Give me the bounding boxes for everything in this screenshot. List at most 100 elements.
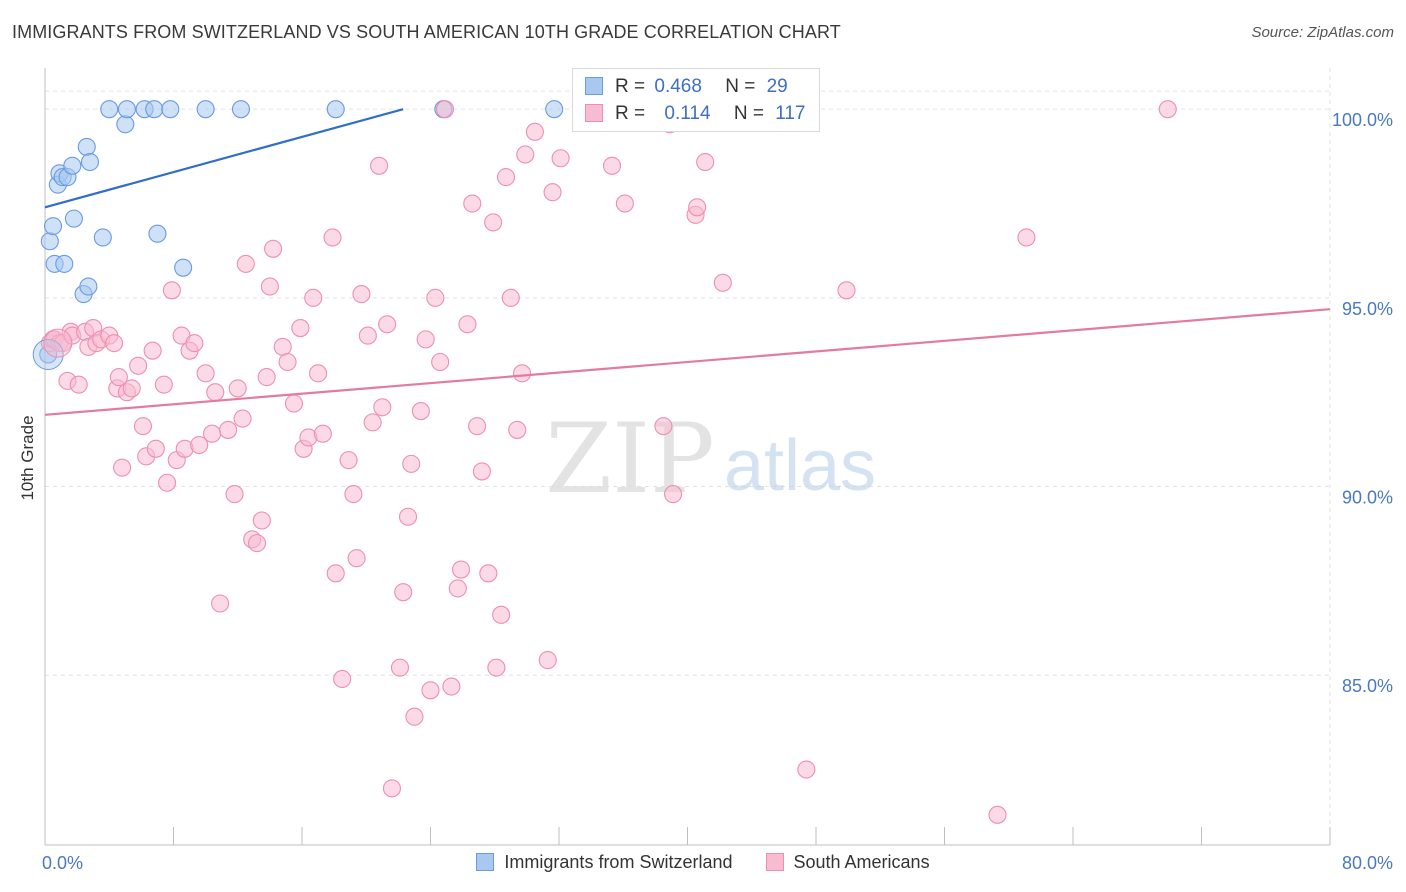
point-south-americans <box>211 594 230 613</box>
point-south-americans <box>615 194 634 213</box>
point-south-americans <box>206 383 225 402</box>
legend-r-value: 0.468 <box>654 76 702 97</box>
point-south-americans <box>463 194 482 213</box>
point-south-americans <box>344 485 363 504</box>
point-south-americans <box>313 424 332 443</box>
point-south-americans <box>122 379 141 398</box>
data-points <box>32 100 1177 824</box>
point-south-americans <box>1158 100 1177 119</box>
legend-n-label: N = <box>733 103 764 124</box>
legend-r-label: R = <box>615 76 646 97</box>
point-south-americans <box>333 669 352 689</box>
legend-n-label: N = <box>725 76 756 97</box>
point-south-americans <box>837 281 856 300</box>
point-south-americans <box>162 281 181 300</box>
legend-item-south-americans[interactable]: South Americans <box>765 852 930 873</box>
source-label: Source: ZipAtlas.com <box>1251 24 1394 41</box>
point-south-americans <box>426 288 445 307</box>
legend-n-value: 117 <box>775 103 806 124</box>
trend-line-switzerland <box>44 108 404 209</box>
point-switzerland <box>64 209 83 228</box>
point-south-americans <box>352 285 371 304</box>
x-tick-labels: 0.0% 80.0% <box>42 853 1393 873</box>
point-south-americans <box>236 254 255 273</box>
watermark-atlas: atlas <box>724 426 876 506</box>
x-tick-label-max: 80.0% <box>1342 853 1393 873</box>
point-south-americans <box>143 341 162 360</box>
point-south-americans <box>252 511 271 530</box>
point-south-americans <box>508 420 527 439</box>
point-south-americans <box>363 413 382 432</box>
point-south-americans <box>451 560 471 579</box>
point-south-americans <box>158 473 177 492</box>
point-south-americans <box>105 334 124 353</box>
point-south-americans <box>370 156 389 175</box>
point-south-americans <box>219 420 238 439</box>
point-south-americans <box>654 417 673 436</box>
y-tick-label: 95.0% <box>1342 299 1393 319</box>
point-south-americans <box>525 122 544 141</box>
point-south-americans <box>405 707 424 726</box>
series-legend: Immigrants from Switzerland South Americ… <box>0 852 1406 873</box>
point-south-americans <box>378 315 397 334</box>
point-south-americans <box>278 352 297 372</box>
point-south-americans <box>513 364 532 383</box>
point-south-americans <box>154 375 173 394</box>
point-south-americans <box>551 149 570 168</box>
point-switzerland <box>161 100 180 119</box>
point-south-americans <box>358 326 377 345</box>
point-south-americans <box>797 760 816 779</box>
x-tick-label-min: 0.0% <box>42 853 83 873</box>
point-south-americans <box>203 424 222 443</box>
point-switzerland <box>174 258 193 277</box>
point-south-americans <box>323 228 342 247</box>
y-axis-label: 10th Grade <box>18 415 37 500</box>
y-tick-label: 100.0% <box>1332 110 1393 130</box>
point-south-americans <box>696 152 715 172</box>
point-switzerland <box>40 232 59 251</box>
point-south-americans <box>339 451 358 470</box>
point-south-americans <box>69 375 88 394</box>
point-switzerland <box>80 152 100 172</box>
point-south-americans <box>492 605 511 624</box>
point-switzerland <box>79 277 98 296</box>
point-south-americans <box>543 183 562 202</box>
point-switzerland <box>55 254 74 273</box>
point-south-americans <box>458 315 477 334</box>
legend-r-value: 0.114 <box>664 103 711 124</box>
trend-lines <box>44 108 1331 416</box>
point-cluster-switzerland <box>32 338 64 370</box>
point-south-americans <box>228 379 247 398</box>
point-south-americans <box>284 394 304 413</box>
trend-line-south-americans <box>44 308 1331 416</box>
legend-r-label: R = <box>615 103 646 124</box>
point-south-americans <box>185 334 204 353</box>
legend-item-switzerland[interactable]: Immigrants from Switzerland <box>476 852 732 873</box>
chart-title: IMMIGRANTS FROM SWITZERLAND VS SOUTH AME… <box>12 22 841 42</box>
point-south-americans <box>133 417 153 436</box>
point-south-americans <box>435 100 455 119</box>
watermark-zip: ZIP <box>545 403 714 515</box>
point-south-americans <box>402 454 421 473</box>
axes <box>44 68 1331 846</box>
point-south-americans <box>190 435 209 455</box>
point-south-americans <box>421 681 440 700</box>
point-south-americans <box>146 439 165 458</box>
point-switzerland <box>43 217 63 236</box>
point-south-americans <box>394 583 413 602</box>
point-south-americans <box>484 213 503 232</box>
point-south-americans <box>516 145 535 164</box>
legend-label-south-americans: South Americans <box>793 852 930 872</box>
point-south-americans <box>347 549 366 568</box>
point-south-americans <box>1017 228 1036 247</box>
legend-label-switzerland: Immigrants from Switzerland <box>504 852 733 872</box>
point-switzerland <box>145 100 164 119</box>
point-south-americans <box>411 402 430 421</box>
point-south-americans <box>472 462 491 481</box>
point-south-americans <box>257 368 276 387</box>
point-south-americans <box>688 198 707 217</box>
point-south-americans <box>448 579 467 598</box>
point-south-americans <box>264 239 283 258</box>
point-switzerland <box>196 100 215 119</box>
